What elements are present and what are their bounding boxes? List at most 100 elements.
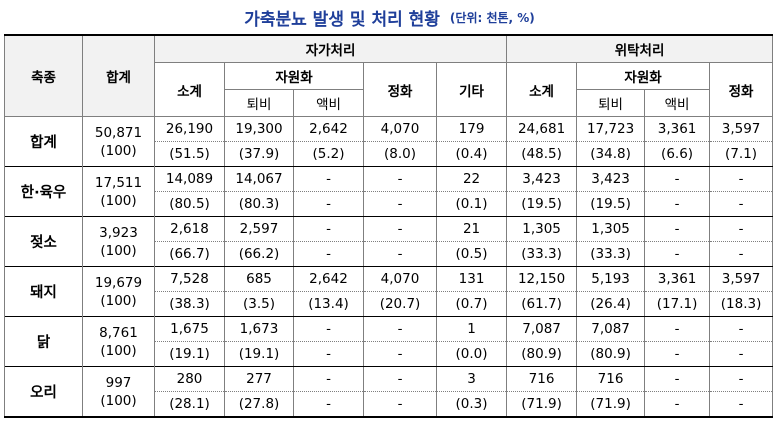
cell-percent: (8.0) [363,141,437,167]
cell-value: - [363,166,437,192]
cell-percent: (38.3) [154,291,225,317]
cell-percent: (71.9) [576,391,646,418]
table-row-percent: (80.5) (80.3) - - (0.1) (19.5) (19.5) - - [5,191,774,217]
cell-value: 7,087 [576,316,646,342]
cell-percent: (3.5) [224,291,294,317]
page-title: 가축분뇨 발생 및 처리 현황 [244,9,440,30]
row-total-value: 8,761 [99,324,138,341]
cell-percent: - [644,191,711,217]
cell-percent: - [709,391,774,418]
row-total-percent: (100) [100,342,137,359]
header-self-subtotal: 소계 [154,62,225,117]
cell-value: 716 [506,366,578,392]
cell-percent: (34.8) [576,141,646,167]
cell-value: - [363,316,437,342]
table-row: 한·육우 17,511 (100) 14,089 14,067- -22 3,423 3,42… [4,166,774,217]
cell-value: 685 [224,266,294,292]
cell-percent: (66.2) [224,241,294,267]
cell-value: 5,193 [576,266,646,292]
cell-percent: (7.1) [709,141,774,167]
cell-percent: (13.4) [293,291,364,317]
cell-value: - [293,366,364,392]
table-row: 합계 50,871 (100) 26,190 19,300 2,642 4,070 179 24… [4,116,774,167]
cell-value: 2,642 [293,116,364,142]
table-row: 젖소 3,923 (100) 2,618 2,597- -21 1,305 1,305- - [4,216,774,267]
cell-value: - [709,316,774,342]
cell-percent: (27.8) [224,391,294,418]
livestock-manure-table: 축종 합계 자가처리 위탁처리 소계 자원화 정화 기타 소계 자원화 정화 퇴… [4,34,774,418]
cell-percent: (80.9) [506,341,578,367]
cell-percent: (0.3) [435,391,508,418]
cell-percent: - [709,191,774,217]
header-out-resource: 자원화 [576,62,711,90]
row-label: 합계 [4,116,83,167]
cell-value: 3,597 [709,116,774,142]
cell-value: 3 [435,366,508,392]
cell-value: 4,070 [363,266,437,292]
cell-value: - [293,166,364,192]
row-total-percent: (100) [100,392,137,409]
cell-value: - [644,166,711,192]
table-row-percent: (51.5) (37.9) (5.2) (8.0) (0.4) (48.5) (34.8)(… [5,141,774,167]
row-total-percent: (100) [100,242,137,259]
cell-value: 280 [154,366,225,392]
cell-percent: (19.1) [154,341,225,367]
cell-percent: - [293,391,364,418]
header-outsourced: 위탁처리 [506,34,774,63]
cell-value: 19,300 [224,116,294,142]
cell-percent: - [644,391,711,418]
cell-value: 1,673 [224,316,294,342]
row-total-value: 50,871 [94,124,143,141]
cell-value: 3,597 [709,266,774,292]
header-total: 합계 [82,34,155,117]
row-total: 997 (100) [82,366,155,418]
cell-value: 17,723 [576,116,646,142]
cell-percent: (66.7) [154,241,225,267]
cell-value: 1,305 [506,216,578,242]
table-row: 닭 8,761 (100) 1,675 1,673- -1 7,087 7,087- - [4,316,774,367]
cell-percent: (0.7) [435,291,508,317]
cell-percent: - [293,191,364,217]
cell-value: 2,642 [293,266,364,292]
cell-percent: (28.1) [154,391,225,418]
cell-percent: (19.5) [576,191,646,217]
header-out-liquid: 액비 [644,89,711,117]
cell-percent: (61.7) [506,291,578,317]
cell-percent: (51.5) [154,141,225,167]
cell-value: 3,423 [506,166,578,192]
cell-percent: (71.9) [506,391,578,418]
header-self-other: 기타 [435,62,508,117]
cell-percent: (0.1) [435,191,508,217]
cell-percent: (6.6) [644,141,711,167]
table-row-percent: (66.7) (66.2) - - (0.5) (33.3) (33.3) - - [5,241,774,267]
row-total: 3,923 (100) [82,216,155,267]
cell-value: 24,681 [506,116,578,142]
row-label: 돼지 [4,266,83,317]
cell-percent: (0.4) [435,141,508,167]
row-total: 19,679 (100) [82,266,155,317]
row-total: 8,761 (100) [82,316,155,367]
table-row: 돼지 19,679 (100) 7,528 685 2,642 4,070 131 12,150… [4,266,774,317]
cell-value: 26,190 [154,116,225,142]
cell-value: 179 [435,116,508,142]
cell-value: 7,528 [154,266,225,292]
header-self-resource: 자원화 [224,62,364,90]
header-out-compost: 퇴비 [576,89,646,117]
cell-value: 21 [435,216,508,242]
row-total-value: 3,923 [99,224,138,241]
row-total-percent: (100) [100,292,137,309]
cell-percent: - [363,191,437,217]
cell-percent: (18.3) [709,291,774,317]
cell-value: - [709,216,774,242]
cell-value: 3,423 [576,166,646,192]
cell-value: 22 [435,166,508,192]
cell-value: 3,361 [644,116,711,142]
header-self-liquid: 액비 [293,89,364,117]
header-out-subtotal: 소계 [506,62,578,117]
cell-value: 2,597 [224,216,294,242]
row-total-value: 17,511 [94,174,143,191]
cell-percent: - [709,241,774,267]
cell-percent: (17.1) [644,291,711,317]
row-total-value: 19,679 [94,274,143,291]
cell-percent: - [709,341,774,367]
